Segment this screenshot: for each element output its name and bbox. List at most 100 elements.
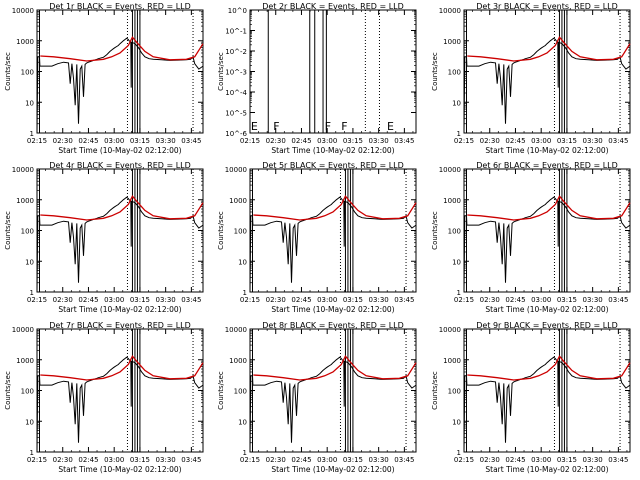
y-tick-label: 1: [30, 289, 34, 297]
x-tick-label: 03:00: [317, 456, 337, 464]
y-tick-label: 1000: [16, 38, 34, 46]
x-tick-label: 03:45: [181, 456, 201, 464]
flag-label: F: [341, 120, 347, 133]
x-tick-label: 03:30: [583, 137, 603, 145]
plot-frame: [249, 9, 417, 134]
y-tick-label: 1: [243, 289, 247, 297]
plot-frame: [36, 9, 204, 134]
plot-frame: [249, 168, 417, 293]
x-axis-label: Start Time (10-May-02 02:12:00): [485, 146, 608, 155]
y-tick-label: 1000: [229, 357, 247, 365]
panel-2: Det 2r BLACK = Events, RED = LLD 10^0 10^-…: [217, 2, 417, 155]
x-tick-label: 03:15: [130, 137, 150, 145]
panel-title: Det 8r BLACK = Events, RED = LLD: [262, 321, 404, 330]
flag-label: E: [387, 120, 394, 133]
y-tick-label: 100: [448, 388, 461, 396]
x-tick-label: 03:15: [130, 296, 150, 304]
plot-frame: [463, 9, 631, 134]
x-tick-label: 03:15: [557, 296, 577, 304]
lld-series-line: [467, 36, 631, 62]
lld-series-line: [467, 195, 631, 221]
x-tick-label: 02:45: [505, 137, 525, 145]
y-tick-label: 10: [452, 99, 461, 107]
y-tick-label: 10^-2: [225, 48, 247, 56]
y-tick-label: 1000: [443, 357, 461, 365]
y-tick-label: 1: [30, 130, 34, 138]
y-tick-label: 10: [25, 258, 34, 266]
x-tick-label: 02:15: [240, 137, 260, 145]
events-series-line: [36, 196, 204, 293]
events-series-line: [463, 37, 631, 134]
y-tick-label: 10^-1: [225, 28, 247, 36]
x-tick-label: 03:45: [608, 137, 628, 145]
lld-series-line: [253, 195, 417, 221]
x-tick-label: 03:15: [343, 296, 363, 304]
panel-6: Det 6r BLACK = Events, RED = LLD 1 10 100 10…: [431, 161, 631, 314]
y-tick-label: 10^-4: [225, 89, 247, 97]
plot-frame: [249, 328, 417, 453]
x-tick-label: 02:15: [240, 296, 260, 304]
x-tick-label: 02:15: [240, 456, 260, 464]
panel-title: Det 7r BLACK = Events, RED = LLD: [49, 321, 191, 330]
y-axis-label: Counts/sec: [431, 371, 439, 410]
x-tick-label: 03:15: [343, 456, 363, 464]
x-tick-label: 03:00: [317, 137, 337, 145]
panel-title: Det 5r BLACK = Events, RED = LLD: [262, 161, 404, 170]
x-tick-label: 03:30: [369, 296, 389, 304]
x-tick-label: 03:00: [531, 137, 551, 145]
y-tick-label: 100: [234, 388, 247, 396]
x-tick-label: 03:45: [608, 296, 628, 304]
x-tick-label: 02:45: [291, 296, 311, 304]
x-tick-label: 03:30: [583, 456, 603, 464]
x-tick-label: 02:45: [505, 456, 525, 464]
y-tick-label: 100: [448, 69, 461, 77]
y-tick-label: 10000: [225, 166, 247, 174]
panel-1: Det 1r BLACK = Events, RED = LLD 1 10 100 10…: [4, 2, 204, 155]
panel-7: Det 7r BLACK = Events, RED = LLD 1 10 100 10…: [4, 321, 204, 474]
y-tick-label: 1: [457, 289, 461, 297]
y-tick-label: 1000: [229, 197, 247, 205]
x-tick-label: 03:00: [531, 456, 551, 464]
x-tick-label: 03:00: [317, 296, 337, 304]
events-series-line: [249, 196, 417, 293]
x-axis-label: Start Time (10-May-02 02:12:00): [58, 146, 181, 155]
x-tick-label: 03:45: [608, 456, 628, 464]
x-tick-label: 02:45: [78, 456, 98, 464]
lld-series-line: [467, 355, 631, 381]
x-tick-label: 03:30: [369, 456, 389, 464]
x-tick-label: 03:00: [104, 296, 124, 304]
flag-label: E: [251, 120, 258, 133]
events-series-line: [36, 356, 204, 453]
y-tick-label: 1: [30, 449, 34, 457]
x-tick-label: 02:30: [266, 456, 286, 464]
events-series-line: [36, 37, 204, 134]
x-tick-label: 02:45: [291, 137, 311, 145]
plot-frame: [36, 168, 204, 293]
plot-frame: [463, 328, 631, 453]
y-tick-label: 10000: [12, 326, 34, 334]
flag-label: F: [325, 120, 331, 133]
lld-series-line: [40, 355, 204, 381]
x-tick-label: 03:45: [394, 456, 414, 464]
y-axis-label: Counts/sec: [217, 211, 225, 250]
y-tick-label: 1000: [443, 38, 461, 46]
x-tick-label: 02:15: [27, 296, 47, 304]
x-tick-label: 03:45: [394, 296, 414, 304]
x-tick-label: 02:30: [480, 137, 500, 145]
panel-title: Det 1r BLACK = Events, RED = LLD: [49, 2, 191, 11]
y-tick-label: 100: [448, 228, 461, 236]
y-tick-label: 1: [457, 449, 461, 457]
x-tick-label: 02:45: [78, 137, 98, 145]
panel-3: Det 3r BLACK = Events, RED = LLD 1 10 100 10…: [431, 2, 631, 155]
panel-title: Det 6r BLACK = Events, RED = LLD: [476, 161, 618, 170]
y-tick-label: 10000: [439, 7, 461, 15]
y-tick-label: 10^-3: [225, 69, 247, 77]
x-tick-label: 02:45: [291, 456, 311, 464]
x-tick-label: 03:00: [104, 137, 124, 145]
y-axis-label: Counts/sec: [4, 52, 12, 91]
x-tick-label: 02:45: [78, 296, 98, 304]
x-tick-label: 03:15: [343, 137, 363, 145]
y-tick-label: 100: [21, 69, 34, 77]
lld-series-line: [40, 195, 204, 221]
